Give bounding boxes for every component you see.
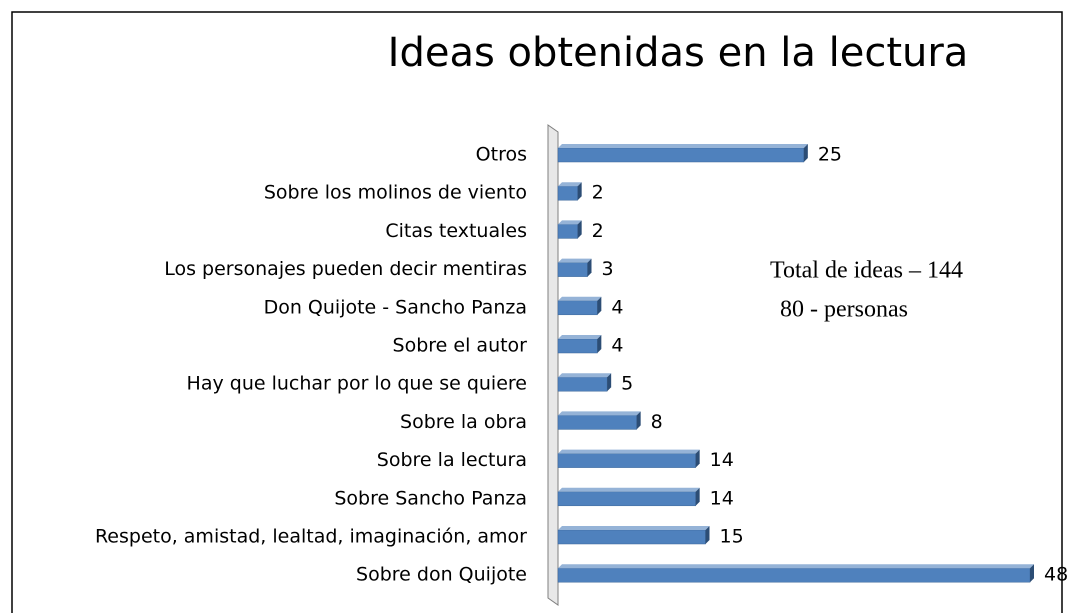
- y-tick-label: Sobre don Quijote: [356, 564, 527, 586]
- annotation: Total de ideas – 144: [770, 258, 963, 284]
- bar-side: [577, 182, 582, 201]
- y-tick-label: Sobre la lectura: [377, 449, 527, 471]
- bar-top: [558, 564, 1034, 569]
- bar: [557, 338, 598, 354]
- frame: [11, 11, 1063, 613]
- y-tick-label: Sobre la obra: [400, 411, 527, 433]
- bar-top: [558, 487, 700, 492]
- data-label: 2: [592, 220, 604, 242]
- bar-side: [597, 296, 602, 315]
- bar: [557, 529, 706, 545]
- annotation: 80 - personas: [780, 297, 908, 323]
- data-label: 5: [621, 373, 633, 395]
- bar-top: [558, 373, 612, 378]
- bar-side: [597, 335, 602, 353]
- bar-top: [558, 182, 582, 187]
- bar: [557, 376, 608, 392]
- bar-side: [607, 373, 612, 392]
- bar-side: [803, 144, 808, 162]
- bar: [557, 224, 578, 239]
- y-tick-label: Citas textuales: [385, 220, 527, 242]
- bar-top: [558, 296, 602, 301]
- bar-side: [587, 258, 592, 277]
- data-label: 15: [720, 526, 744, 548]
- data-label: 14: [710, 487, 734, 509]
- bar-side: [1030, 564, 1034, 583]
- y-tick-label: Los personajes pueden decir mentiras: [164, 258, 527, 280]
- bar: [557, 147, 805, 163]
- y-tick-label: Sobre los molinos de viento: [264, 182, 527, 204]
- bar-side: [695, 449, 700, 468]
- bar-side: [636, 411, 641, 430]
- bar: [557, 453, 696, 468]
- data-label: 2: [592, 182, 604, 204]
- axis-wall: [547, 124, 559, 606]
- data-label: 4: [611, 296, 623, 318]
- y-tick-label: Hay que luchar por lo que se quiere: [187, 373, 527, 395]
- bar: [557, 185, 578, 201]
- data-label: 3: [602, 258, 614, 280]
- bar: [557, 491, 696, 507]
- bar-top: [558, 144, 808, 148]
- y-tick-label: Sobre Sancho Panza: [334, 487, 527, 509]
- bar: [557, 300, 598, 316]
- y-tick-label: Respeto, amistad, lealtad, imaginación, …: [95, 526, 527, 548]
- bar-side: [705, 526, 710, 544]
- data-label: 14: [710, 449, 734, 471]
- bar: [557, 567, 1031, 583]
- bar-side: [695, 487, 700, 506]
- y-tick-label: Don Quijote - Sancho Panza: [264, 296, 527, 318]
- bar-top: [558, 335, 602, 339]
- bar-top: [558, 526, 710, 530]
- data-label: 25: [818, 144, 842, 166]
- bar-side: [577, 220, 582, 239]
- y-tick-label: Sobre el autor: [393, 335, 528, 357]
- bar: [557, 415, 637, 430]
- y-tick-label: Otros: [476, 144, 527, 166]
- data-label: 48: [1044, 564, 1068, 586]
- bar-top: [558, 220, 582, 225]
- bar: [557, 262, 588, 277]
- chart-title: Ideas obtenidas en la lectura: [388, 30, 969, 76]
- bar-top: [558, 449, 700, 454]
- data-label: 8: [651, 411, 663, 433]
- bar-top: [558, 411, 641, 416]
- data-label: 4: [611, 335, 623, 357]
- bar-top: [558, 258, 592, 263]
